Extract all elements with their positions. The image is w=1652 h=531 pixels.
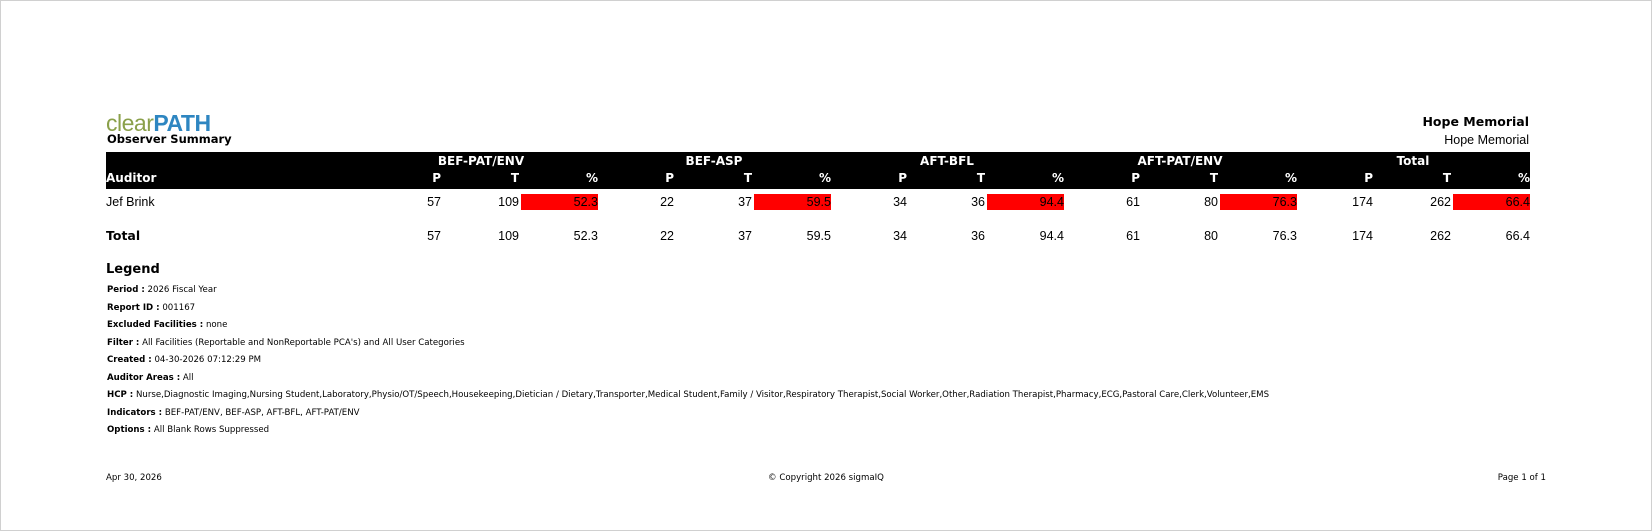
legend-item-label: Created :	[107, 355, 152, 365]
value-cell: 36	[971, 229, 985, 243]
value-cell: 174	[1352, 195, 1373, 209]
subcolumn-header: P	[1364, 171, 1373, 185]
value-cell: 174	[1352, 229, 1373, 243]
subcolumn-header: %	[585, 171, 598, 185]
legend-item-label: HCP :	[107, 390, 134, 400]
subcolumn-header: P	[665, 171, 674, 185]
total-label: Total	[106, 228, 141, 243]
legend-item-value: All Blank Rows Suppressed	[153, 425, 270, 435]
legend-item-label: Auditor Areas :	[107, 372, 181, 383]
legend-item-value: All Facilities (Reportable and NonReport…	[142, 337, 465, 348]
value-cell: 57	[427, 195, 441, 209]
percent-cell: 59.5	[754, 194, 831, 210]
legend-list: Period : 2026 Fiscal Year Report ID : 001…	[107, 284, 1269, 442]
legend-item-value: 2026 Fiscal Year	[147, 285, 217, 295]
report-title: Observer Summary	[107, 132, 232, 146]
legend-item-label: Indicators :	[107, 407, 163, 418]
subcolumn-header: %	[818, 171, 831, 185]
legend-item: Options : All Blank Rows Suppressed	[107, 424, 1269, 442]
subcolumn-header: %	[1051, 171, 1064, 185]
footer-page-number: Page 1 of 1	[1497, 473, 1546, 483]
value-cell: 34	[893, 229, 907, 243]
percent-cell: 94.4	[987, 194, 1064, 210]
footer-copyright: © Copyright 2026 sigmaIQ	[768, 473, 884, 483]
legend-item-value: Nurse,Diagnostic Imaging,Nursing Student…	[135, 390, 1270, 400]
subcolumn-header: P	[898, 171, 907, 185]
percent-cell: 66.4	[1505, 229, 1530, 243]
subcolumn-header: %	[1284, 171, 1297, 185]
legend-item-label: Filter :	[107, 337, 140, 348]
table-header: Auditor BEF-PAT/ENV P T% BEF-ASP P T% AFT-BFL P…	[106, 152, 1530, 189]
legend-item-label: Report ID :	[107, 302, 160, 313]
subcolumn-header: P	[432, 171, 441, 185]
legend-item: Created : 04-30-2026 07:12:29 PM	[107, 354, 1269, 372]
subcolumn-header: T	[743, 171, 752, 185]
value-cell: 262	[1430, 229, 1451, 243]
subcolumn-header: T	[1209, 171, 1218, 185]
value-cell: 22	[660, 229, 674, 243]
footer-date: Apr 30, 2026	[106, 473, 162, 483]
legend-item-value: 001167	[162, 302, 196, 313]
group-header: BEF-PAT/ENV	[437, 154, 525, 168]
percent-cell: 59.5	[806, 229, 831, 243]
value-cell: 36	[971, 195, 985, 209]
percent-cell: 52.3	[573, 229, 598, 243]
legend-item-value: 04-30-2026 07:12:29 PM	[154, 355, 262, 365]
value-cell: 34	[893, 195, 907, 209]
legend-item-value: All	[182, 372, 194, 383]
logo-text-path: PATH	[153, 110, 211, 136]
percent-cell: 94.4	[1039, 229, 1064, 243]
legend-item-label: Options :	[107, 425, 152, 435]
legend-heading: Legend	[106, 262, 160, 277]
percent-cell: 76.3	[1272, 229, 1297, 243]
percent-cell: 66.4	[1453, 194, 1530, 210]
group-header: BEF-ASP	[685, 154, 743, 168]
percent-cell: 52.3	[521, 194, 598, 210]
legend-item: Report ID : 001167	[107, 302, 1269, 320]
legend-item: Auditor Areas : All	[107, 372, 1269, 390]
subcolumn-header: T	[1442, 171, 1451, 185]
value-cell: 262	[1430, 195, 1451, 209]
legend-item: Filter : All Facilities (Reportable and …	[107, 337, 1269, 355]
subcolumn-header: T	[510, 171, 519, 185]
value-cell: 80	[1204, 195, 1218, 209]
clearpath-logo: clearPATH	[106, 111, 211, 135]
value-cell: 61	[1126, 229, 1140, 243]
value-cell: 37	[738, 195, 752, 209]
subcolumn-header: T	[976, 171, 985, 185]
subcolumn-header: P	[1131, 171, 1140, 185]
legend-item-value: none	[205, 320, 228, 330]
group-header: Total	[1396, 154, 1430, 168]
auditor-column-header: Auditor	[106, 171, 157, 185]
legend-item-value: BEF-PAT/ENV, BEF-ASP, AFT-BFL, AFT-PAT/E…	[164, 407, 360, 418]
legend-item-label: Excluded Facilities :	[107, 320, 204, 330]
legend-item-label: Period :	[107, 285, 145, 295]
legend-item: HCP : Nurse,Diagnostic Imaging,Nursing S…	[107, 389, 1269, 407]
group-header: AFT-BFL	[920, 154, 974, 168]
value-cell: 57	[427, 229, 441, 243]
facility-subheader: Hope Memorial	[1444, 133, 1529, 147]
value-cell: 22	[660, 195, 674, 209]
value-cell: 109	[498, 195, 519, 209]
legend-item: Period : 2026 Fiscal Year	[107, 284, 1269, 302]
auditor-name: Jef Brink	[106, 195, 155, 209]
subcolumn-header: %	[1517, 171, 1530, 185]
group-header: AFT-PAT/ENV	[1137, 154, 1223, 168]
logo-text-clear: clear	[106, 110, 154, 136]
value-cell: 37	[738, 229, 752, 243]
value-cell: 109	[498, 229, 519, 243]
legend-item: Excluded Facilities : none	[107, 319, 1269, 337]
value-cell: 61	[1126, 195, 1140, 209]
facility-header: Hope Memorial	[1422, 114, 1529, 129]
legend-item: Indicators : BEF-PAT/ENV, BEF-ASP, AFT-B…	[107, 407, 1269, 425]
value-cell: 80	[1204, 229, 1218, 243]
percent-cell: 76.3	[1220, 194, 1297, 210]
